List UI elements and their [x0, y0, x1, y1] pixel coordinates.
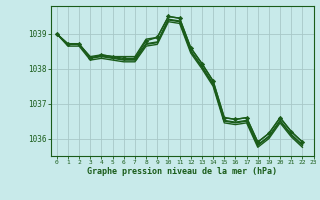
X-axis label: Graphe pression niveau de la mer (hPa): Graphe pression niveau de la mer (hPa): [87, 167, 277, 176]
